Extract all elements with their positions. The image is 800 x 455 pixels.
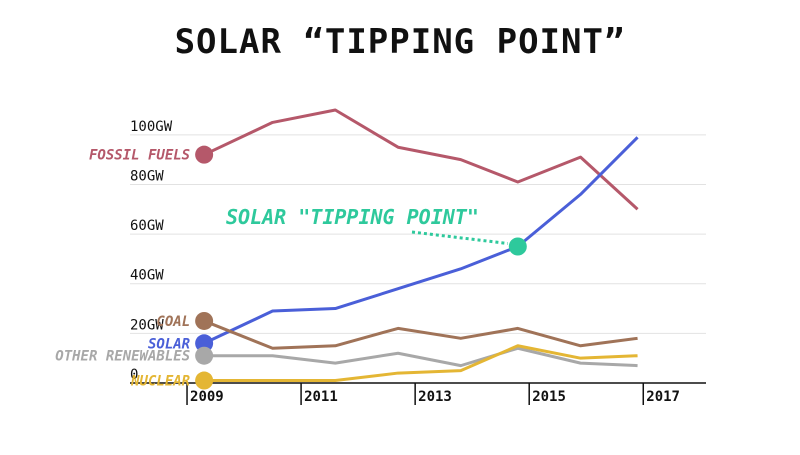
chart-title: SOLAR “TIPPING POINT” — [0, 22, 800, 62]
y-tick-label: 100GW — [130, 119, 173, 135]
series-line — [204, 137, 637, 343]
series-label: NUCLEAR — [130, 374, 190, 390]
series-start-marker — [195, 146, 213, 164]
x-tick-label: 2011 — [304, 389, 338, 405]
series-label: OTHER RENEWABLES — [55, 349, 190, 365]
series-start-marker — [195, 312, 213, 330]
series-start-marker — [195, 372, 213, 390]
annotation-marker — [509, 238, 527, 256]
x-tick-label: 2015 — [532, 389, 566, 405]
series-line — [204, 110, 637, 209]
x-tick-label: 2009 — [190, 389, 224, 405]
series-label: COAL — [156, 314, 190, 330]
x-tick-label: 2017 — [646, 389, 680, 405]
x-tick-label: 2013 — [418, 389, 452, 405]
series-start-marker — [195, 347, 213, 365]
y-tick-label: 80GW — [130, 168, 164, 184]
series-line — [204, 321, 637, 348]
y-tick-label: 60GW — [130, 218, 164, 234]
y-tick-label: 40GW — [130, 268, 164, 284]
series-line — [204, 346, 637, 381]
annotation-label: SOLAR "TIPPING POINT" — [226, 205, 479, 229]
series-label: FOSSIL FUELS — [89, 148, 190, 164]
